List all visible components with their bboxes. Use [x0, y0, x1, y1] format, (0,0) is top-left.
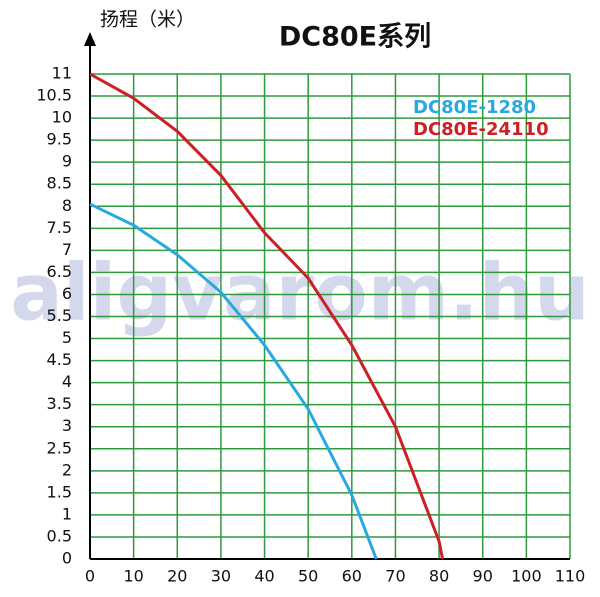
legend-entry: DC80E-1280 [413, 97, 536, 118]
y-tick-label: 4 [62, 372, 72, 391]
y-tick-label: 4.5 [47, 350, 72, 369]
y-tick-label: 1 [62, 504, 72, 523]
y-tick-label: 10 [52, 108, 72, 127]
chart-title: DC80E系列 [279, 22, 431, 53]
y-tick-label: 8 [62, 196, 72, 215]
y-tick-label: 2 [62, 460, 72, 479]
y-tick-label: 5 [62, 328, 72, 347]
series-line [89, 202, 378, 560]
x-tick-label: 70 [385, 567, 405, 586]
legend-entry: DC80E-24110 [413, 119, 549, 140]
y-tick-label: 6.5 [47, 262, 72, 281]
x-tick-label: 40 [254, 567, 274, 586]
y-tick-label: 5.5 [47, 306, 72, 325]
y-tick-label: 0 [62, 549, 72, 568]
x-tick-label: 50 [298, 567, 318, 586]
series-line [89, 72, 445, 560]
y-tick-label: 0.5 [47, 526, 72, 545]
watermark: aligvarom.hu [10, 248, 589, 338]
y-axis-arrow [84, 32, 96, 46]
x-tick-label: 110 [555, 567, 586, 586]
y-tick-label: 7 [62, 240, 72, 259]
y-tick-label: 3 [62, 416, 72, 435]
y-tick-label: 3.5 [47, 394, 72, 413]
x-tick-label: 20 [167, 567, 187, 586]
y-tick-label: 9 [62, 152, 72, 171]
y-tick-label: 9.5 [47, 130, 72, 149]
y-axis-label: 扬程（米） [100, 9, 195, 31]
x-tick-label: 0 [85, 567, 95, 586]
x-tick-label: 80 [429, 567, 449, 586]
x-tick-label: 30 [211, 567, 231, 586]
x-tick-label: 90 [473, 567, 493, 586]
x-tick-label: 60 [342, 567, 362, 586]
y-tick-label: 10.5 [36, 86, 72, 105]
x-tick-label: 10 [123, 567, 143, 586]
y-tick-label: 1.5 [47, 482, 72, 501]
y-tick-label: 2.5 [47, 438, 72, 457]
x-tick-label: 100 [511, 567, 542, 586]
y-tick-label: 8.5 [47, 174, 72, 193]
y-tick-label: 6 [62, 284, 72, 303]
y-tick-label: 11 [52, 64, 72, 83]
y-tick-label: 7.5 [47, 218, 72, 237]
